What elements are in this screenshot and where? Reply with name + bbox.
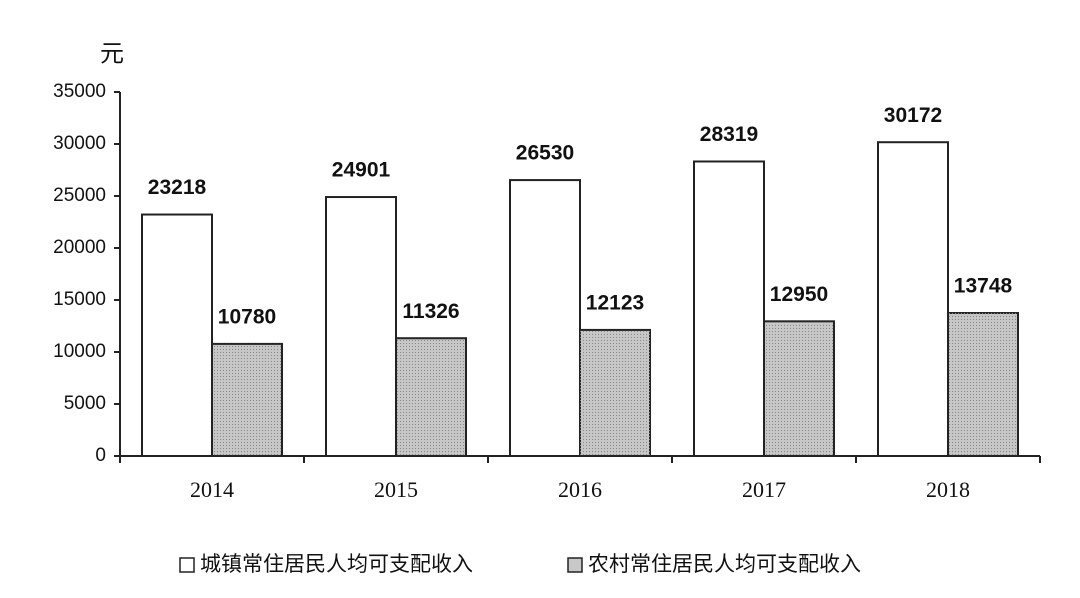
- y-tick-label: 0: [95, 445, 106, 466]
- value-label: 13748: [954, 275, 1013, 298]
- y-tick-label: 15000: [53, 289, 106, 310]
- x-tick-label: 2018: [926, 477, 970, 502]
- bar-texture: [580, 329, 650, 456]
- y-tick-label: 10000: [53, 341, 106, 362]
- bar-texture: [764, 321, 834, 456]
- y-tick-label: 5000: [64, 393, 106, 414]
- x-tick-label: 2015: [374, 477, 418, 502]
- x-tick-label: 2016: [558, 477, 602, 502]
- y-tick-label: 25000: [53, 185, 106, 206]
- y-axis-label: 元: [100, 40, 124, 67]
- y-tick-label: 35000: [53, 81, 106, 102]
- bar: [325, 196, 397, 457]
- bar: [509, 179, 581, 457]
- bar-texture: [948, 313, 1018, 456]
- x-tick-label: 2014: [190, 477, 234, 502]
- legend-swatch: [567, 557, 583, 573]
- value-label: 28319: [700, 123, 758, 146]
- value-label: 10780: [218, 305, 276, 328]
- bar: [693, 160, 765, 458]
- bar-texture: [396, 338, 466, 456]
- x-tick-label: 2017: [742, 477, 786, 502]
- legend-swatch: [179, 557, 195, 573]
- value-label: 26530: [516, 142, 574, 165]
- bar: [141, 213, 213, 457]
- value-label: 23218: [148, 176, 207, 199]
- legend-label: 农村常住居民人均可支配收入: [588, 552, 861, 576]
- legend-label: 城镇常住居民人均可支配收入: [200, 552, 473, 576]
- value-label: 11326: [402, 300, 459, 323]
- value-label: 12123: [586, 291, 644, 314]
- y-tick-label: 30000: [53, 133, 106, 154]
- bar: [877, 141, 949, 457]
- value-label: 24901: [332, 159, 391, 182]
- value-label: 30172: [884, 104, 942, 127]
- y-tick-label: 20000: [53, 237, 106, 258]
- bar-texture: [212, 343, 282, 456]
- value-label: 12950: [770, 283, 828, 306]
